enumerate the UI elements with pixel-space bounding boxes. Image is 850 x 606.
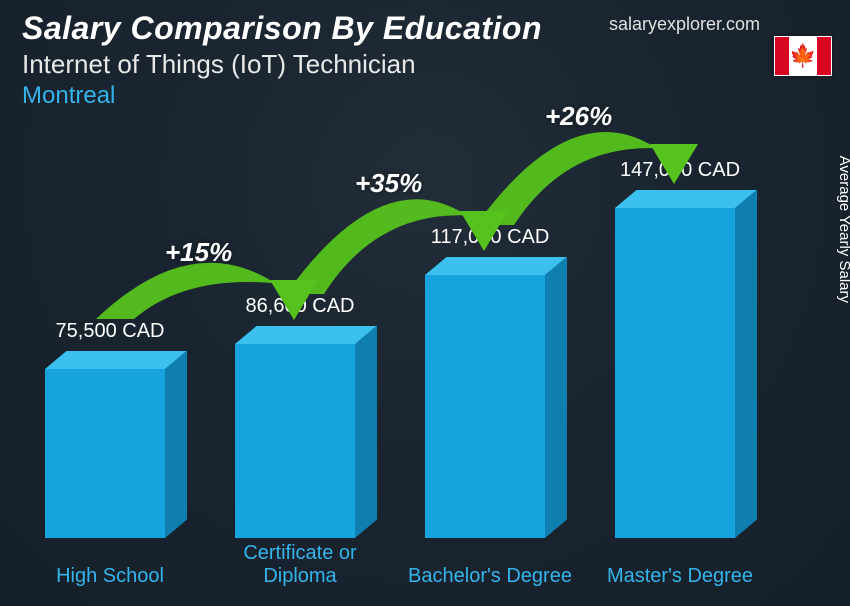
y-axis-label: Average Yearly Salary xyxy=(836,156,850,303)
city-name: Montreal xyxy=(22,82,542,110)
title-block: Salary Comparison By Education Internet … xyxy=(22,10,542,110)
infographic-stage: Salary Comparison By Education Internet … xyxy=(0,0,850,606)
maple-leaf-icon: 🍁 xyxy=(789,45,816,67)
increase-percentage: +26% xyxy=(545,101,612,132)
brand-watermark: salaryexplorer.com xyxy=(609,14,760,35)
canada-flag-icon: 🍁 xyxy=(774,36,832,76)
increase-arrow-icon xyxy=(30,130,790,586)
bar-chart: High School75,500 CADCertificate or Dipl… xyxy=(30,130,790,586)
main-title: Salary Comparison By Education xyxy=(22,10,542,47)
job-title: Internet of Things (IoT) Technician xyxy=(22,49,542,80)
